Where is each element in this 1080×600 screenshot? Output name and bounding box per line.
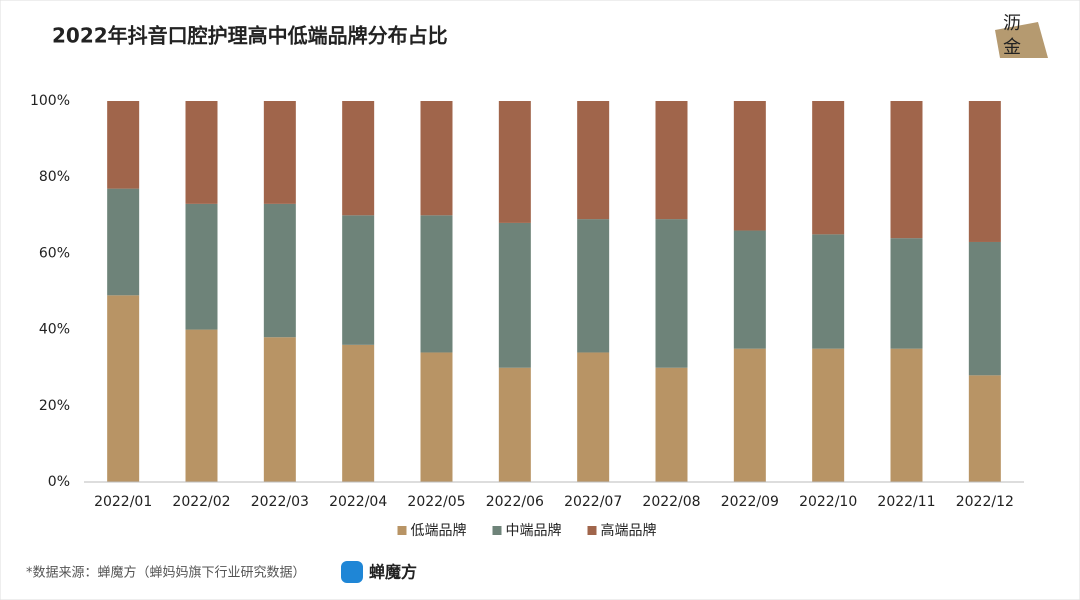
bar-segment bbox=[420, 352, 453, 482]
x-tick-label: 2022/03 bbox=[251, 494, 309, 510]
bar-segment bbox=[890, 101, 923, 239]
brand-logo-bg bbox=[995, 22, 1048, 58]
x-tick-label: 2022/11 bbox=[877, 494, 935, 510]
bar-segment bbox=[263, 101, 296, 204]
x-tick-label: 2022/07 bbox=[564, 494, 622, 510]
bar-segment bbox=[577, 352, 610, 482]
legend-label: 高端品牌 bbox=[601, 522, 657, 539]
legend-swatch bbox=[492, 526, 502, 535]
bar-segment bbox=[342, 215, 375, 345]
x-tick-label: 2022/02 bbox=[172, 494, 230, 510]
bar-segment bbox=[185, 329, 218, 482]
bar-segment bbox=[185, 101, 218, 204]
y-tick-label: 0% bbox=[48, 474, 70, 490]
x-tick-label: 2022/06 bbox=[486, 494, 544, 510]
bar-segment bbox=[342, 344, 375, 482]
bar-segment bbox=[968, 375, 1001, 482]
bar-segment bbox=[498, 222, 531, 368]
chart-title: 2022年抖音口腔护理高中低端品牌分布占比 bbox=[52, 24, 448, 48]
bar-segment bbox=[263, 203, 296, 338]
x-tick-label: 2022/05 bbox=[407, 494, 465, 510]
bar-segment bbox=[107, 188, 140, 296]
brand-logo: 沥 bbox=[1003, 13, 1021, 34]
bar-segment bbox=[420, 215, 453, 353]
legend-label: 低端品牌 bbox=[411, 522, 467, 539]
x-tick-label: 2022/01 bbox=[94, 494, 152, 510]
bar-segment bbox=[655, 367, 688, 482]
logo-icon bbox=[341, 561, 363, 583]
bar-segment bbox=[812, 234, 845, 349]
bar-segment bbox=[498, 101, 531, 223]
bar-segment bbox=[890, 348, 923, 482]
y-tick-label: 20% bbox=[39, 398, 70, 414]
bar-segment bbox=[812, 101, 845, 235]
bar-segment bbox=[498, 367, 531, 482]
legend-swatch bbox=[587, 526, 597, 535]
y-tick-label: 80% bbox=[39, 169, 70, 185]
bar-segment bbox=[733, 230, 766, 349]
x-tick-label: 2022/09 bbox=[721, 494, 779, 510]
bar-segment bbox=[655, 219, 688, 368]
bar-segment bbox=[655, 101, 688, 220]
bar-segment bbox=[812, 348, 845, 482]
y-tick-label: 100% bbox=[30, 93, 70, 109]
legend-swatch bbox=[397, 526, 407, 535]
bar-segment bbox=[890, 238, 923, 349]
x-tick-label: 2022/04 bbox=[329, 494, 387, 510]
bar-segment bbox=[968, 241, 1001, 376]
y-tick-label: 60% bbox=[39, 245, 70, 261]
bar-segment bbox=[733, 348, 766, 482]
bar-segment bbox=[733, 101, 766, 231]
legend-label: 中端品牌 bbox=[506, 522, 562, 539]
x-tick-label: 2022/10 bbox=[799, 494, 857, 510]
y-tick-label: 40% bbox=[39, 322, 70, 338]
bar-segment bbox=[185, 203, 218, 330]
brand-logo: 金 bbox=[1003, 37, 1021, 58]
source-logo: 蝉魔方 bbox=[369, 563, 417, 582]
bar-segment bbox=[263, 337, 296, 482]
source-note: *数据来源：蝉魔方（蝉妈妈旗下行业研究数据） bbox=[26, 565, 306, 581]
bar-segment bbox=[107, 101, 140, 189]
x-tick-label: 2022/12 bbox=[956, 494, 1014, 510]
bar-segment bbox=[420, 101, 453, 216]
bar-segment bbox=[577, 101, 610, 220]
bar-segment bbox=[342, 101, 375, 216]
bar-segment bbox=[968, 101, 1001, 242]
bar-segment bbox=[107, 295, 140, 482]
x-tick-label: 2022/08 bbox=[642, 494, 700, 510]
bar-segment bbox=[577, 219, 610, 353]
